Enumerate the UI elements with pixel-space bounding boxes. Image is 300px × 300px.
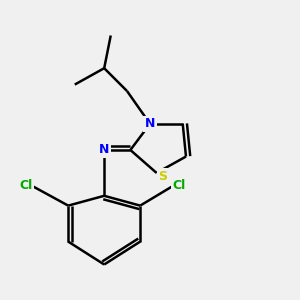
Text: N: N [145, 117, 155, 130]
Text: Cl: Cl [173, 179, 186, 193]
Text: N: N [99, 143, 110, 157]
Text: Cl: Cl [19, 179, 32, 193]
Text: S: S [159, 170, 168, 183]
